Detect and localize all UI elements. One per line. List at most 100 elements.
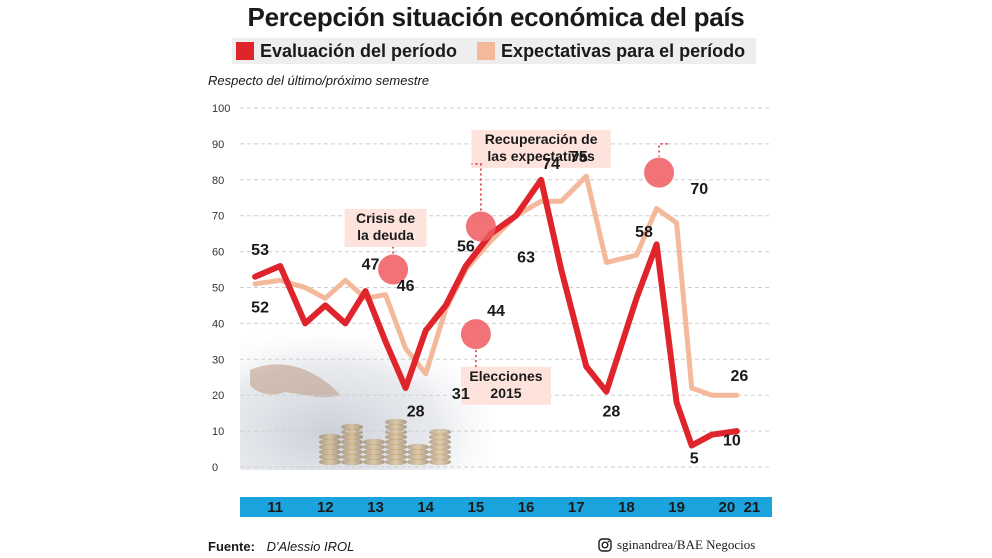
- annotation-marker: [460, 319, 491, 350]
- coin-stack: [319, 458, 341, 466]
- chart-subtitle: Respecto del último/próximo semestre: [208, 73, 430, 88]
- data-label: 70: [690, 181, 708, 198]
- legend-item-evaluacion: Evaluación del período: [232, 41, 457, 62]
- series-expectativas-line: [252, 173, 740, 398]
- data-label: 31: [452, 386, 470, 403]
- coin-stack: [385, 453, 407, 461]
- y-tick-label: 30: [212, 354, 224, 366]
- data-label: 53: [251, 242, 269, 259]
- annotation-marker: [644, 157, 675, 188]
- coin-stack: [385, 433, 407, 441]
- data-label: 26: [730, 368, 748, 385]
- coin-stack: [319, 433, 341, 441]
- data-label: 74: [542, 156, 560, 173]
- credit-note: sginandrea/BAE Negocios: [598, 537, 755, 553]
- coin-stack: [385, 443, 407, 451]
- data-label: 56: [457, 239, 475, 256]
- data-label: 63: [517, 249, 535, 266]
- coin-stack: [363, 448, 385, 456]
- annotation-box: [471, 129, 611, 168]
- data-label: 58: [635, 224, 653, 241]
- data-label: 44: [487, 303, 505, 320]
- x-tick-label: 19: [668, 499, 685, 516]
- coin-stack: [429, 428, 451, 436]
- x-tick-label: 16: [518, 499, 535, 516]
- annotation-leader: [471, 163, 482, 211]
- data-label: 5: [690, 450, 699, 467]
- coin-stack: [429, 433, 451, 441]
- source-name: D'Alessio IROL: [266, 539, 355, 554]
- coin-stack: [407, 448, 429, 456]
- coin-stack: [363, 453, 385, 461]
- annotation-leader: [658, 143, 668, 157]
- y-tick-label: 90: [212, 139, 224, 151]
- coin-stack: [341, 433, 363, 441]
- data-label: 52: [251, 300, 269, 317]
- source-note: Fuente: D'Alessio IROL: [208, 539, 354, 554]
- annotation-text: la deuda: [357, 227, 414, 243]
- chart-title: Percepción situación económica del país: [247, 2, 745, 32]
- x-tick-label: 20: [718, 499, 735, 516]
- coin-stack: [363, 438, 385, 446]
- y-tick-label: 20: [212, 390, 224, 402]
- annotation-marker: [378, 254, 409, 285]
- coin-stack: [385, 423, 407, 431]
- coin-stack: [385, 428, 407, 436]
- coin-stack: [429, 458, 451, 466]
- coin-stack: [429, 448, 451, 456]
- coin-stack: [385, 438, 407, 446]
- x-tick-label: 15: [468, 499, 485, 516]
- annotation-box: [461, 366, 551, 405]
- coin-stack: [407, 443, 429, 451]
- coin-stack: [385, 418, 407, 426]
- data-label: 75: [570, 149, 588, 166]
- coin-stack: [363, 443, 385, 451]
- coin-stack: [341, 443, 363, 451]
- legend-label-evaluacion: Evaluación del período: [260, 40, 458, 61]
- y-tick-label: 70: [212, 211, 224, 223]
- coin-stack: [341, 438, 363, 446]
- data-label: 47: [362, 257, 380, 274]
- credit-text: sginandrea/BAE Negocios: [617, 537, 756, 552]
- legend-label-expectativas: Expectativas para el período: [501, 40, 746, 61]
- y-tick-label: 0: [212, 462, 218, 474]
- data-label: 46: [397, 278, 415, 295]
- legend-swatch-evaluacion: [236, 42, 254, 60]
- y-tick-label: 40: [212, 318, 224, 330]
- coin-stack: [341, 428, 363, 436]
- coin-stack: [385, 448, 407, 456]
- instagram-icon: [598, 538, 612, 552]
- legend-swatch-expectativas: [477, 42, 496, 60]
- data-label: 28: [407, 404, 425, 421]
- line-chart: 0 10 20 30 40 50 60 70 80 90 100 11 12 13 14 15 16 17 18 19…: [212, 103, 772, 517]
- coin-stack: [341, 453, 363, 461]
- coin-stack: [385, 458, 407, 466]
- annotation-text: Elecciones: [469, 368, 542, 384]
- coin-stack: [319, 443, 341, 451]
- annotation-box: [344, 208, 427, 247]
- data-label: 28: [602, 404, 620, 421]
- y-tick-label: 100: [212, 103, 230, 115]
- x-tick-label: 21: [744, 499, 761, 516]
- y-tick-label: 50: [212, 283, 224, 295]
- coin-stack: [363, 458, 385, 466]
- annotation-marker: [465, 211, 496, 242]
- annotation-text: Recuperación de: [485, 131, 598, 147]
- hand-image: [250, 364, 340, 398]
- x-tick-label: 17: [568, 499, 585, 516]
- annotation-text: las expectativas: [487, 148, 595, 164]
- coin-stack: [341, 458, 363, 466]
- coin-stack: [407, 453, 429, 461]
- y-tick-label: 80: [212, 175, 224, 187]
- coin-stack: [319, 448, 341, 456]
- coin-stack: [319, 453, 341, 461]
- x-tick-label: 13: [367, 499, 384, 516]
- legend-item-expectativas: Expectativas para el período: [473, 41, 745, 62]
- y-tick-label: 60: [212, 247, 224, 259]
- x-tick-label: 14: [417, 499, 434, 516]
- x-axis-bar: [240, 497, 772, 517]
- coin-stack: [341, 448, 363, 456]
- annotation-text: Crisis de: [356, 210, 415, 226]
- coin-stack: [429, 453, 451, 461]
- data-label: 10: [723, 432, 741, 449]
